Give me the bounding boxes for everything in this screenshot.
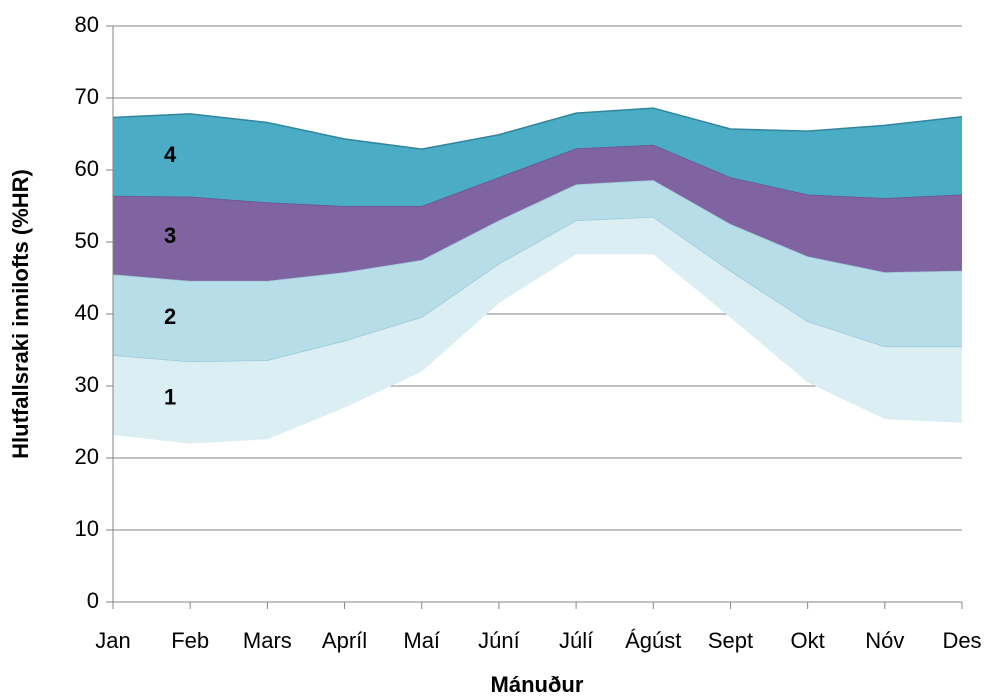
x-tick-label: Nóv <box>865 628 904 653</box>
band-label: 3 <box>164 223 176 248</box>
x-tick-label: Okt <box>791 628 825 653</box>
band-edge <box>112 107 963 150</box>
band-label: 1 <box>164 385 176 410</box>
x-tick-label: Feb <box>171 628 209 653</box>
y-tick-label: 0 <box>87 588 99 613</box>
y-tick-label: 20 <box>75 444 99 469</box>
y-tick-label: 50 <box>75 228 99 253</box>
x-tick-label: Júlí <box>559 628 593 653</box>
y-tick-label: 40 <box>75 300 99 325</box>
y-tick-label: 70 <box>75 84 99 109</box>
x-tick-label: Mars <box>243 628 292 653</box>
band-label: 2 <box>164 304 176 329</box>
x-tick-label: Apríl <box>322 628 367 653</box>
band-edge <box>112 216 962 363</box>
y-axis-title: Hlutfallsraki innilofts (%HR) <box>8 169 33 459</box>
x-tick-label: Maí <box>403 628 440 653</box>
x-axis-title: Mánuður <box>491 672 584 697</box>
x-tick-label: Jan <box>95 628 130 653</box>
area-band <box>113 180 962 362</box>
y-tick-label: 10 <box>75 516 99 541</box>
band-label: 4 <box>164 142 177 167</box>
area-band <box>113 216 962 444</box>
area-band <box>113 144 962 281</box>
x-tick-label: Ágúst <box>625 628 681 653</box>
y-tick-label: 30 <box>75 372 99 397</box>
x-tick-label: Júní <box>478 628 520 653</box>
y-tick-label: 80 <box>75 12 99 37</box>
x-tick-label: Des <box>942 628 981 653</box>
x-tick-label: Sept <box>708 628 753 653</box>
y-tick-label: 60 <box>75 156 99 181</box>
area-band <box>113 108 962 206</box>
